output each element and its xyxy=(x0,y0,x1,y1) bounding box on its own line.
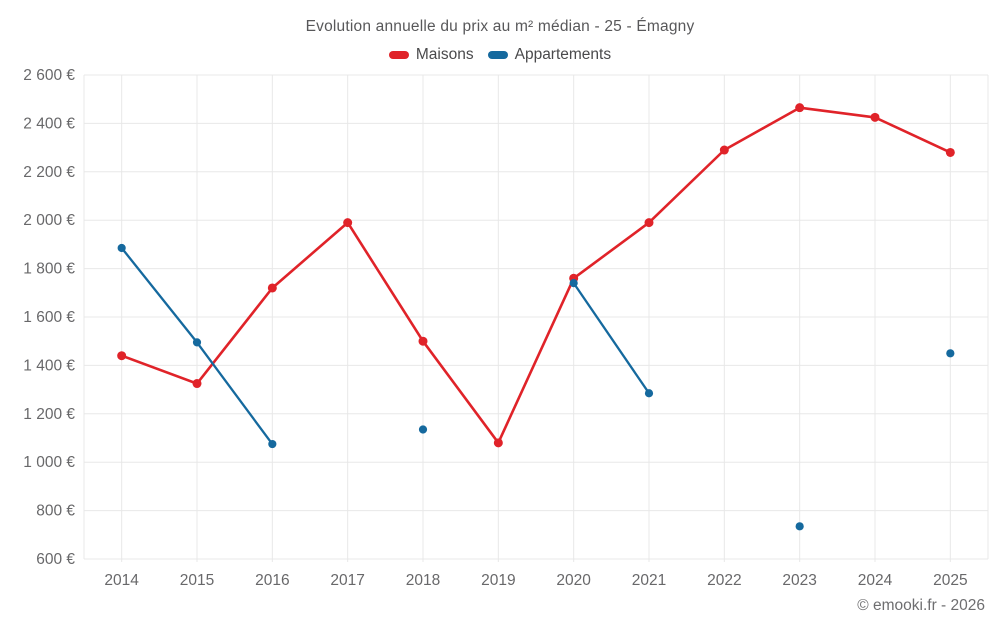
x-axis-tick-label: 2024 xyxy=(858,572,893,589)
data-point-maisons-2019 xyxy=(493,438,503,448)
x-axis-tick-label: 2016 xyxy=(255,572,289,589)
data-point-maisons-2018 xyxy=(418,336,428,346)
data-point-maisons-2015 xyxy=(192,379,202,389)
x-axis-tick-label: 2022 xyxy=(707,572,741,589)
y-axis-tick-label: 1 400 € xyxy=(23,357,75,374)
y-axis-tick-label: 1 000 € xyxy=(23,454,75,471)
y-axis-tick-label: 2 200 € xyxy=(23,164,75,181)
legend-label-maisons: Maisons xyxy=(415,46,474,63)
data-point-appartements-2023 xyxy=(795,522,804,531)
legend: Maisons Appartements xyxy=(0,46,1000,64)
data-point-maisons-2024 xyxy=(870,112,880,122)
y-axis-tick-label: 600 € xyxy=(36,551,75,568)
data-point-appartements-2025 xyxy=(946,349,955,358)
legend-item-appartements[interactable]: Appartements xyxy=(487,46,612,64)
data-point-maisons-2016 xyxy=(267,283,277,293)
data-point-appartements-2020 xyxy=(569,279,578,288)
series-line-maisons xyxy=(120,106,952,445)
data-point-appartements-2021 xyxy=(644,389,654,398)
x-axis-tick-label: 2023 xyxy=(782,572,816,589)
y-axis-tick-label: 2 400 € xyxy=(23,115,75,132)
x-axis-tick-label: 2015 xyxy=(180,572,214,589)
legend-label-appartements: Appartements xyxy=(514,46,612,63)
data-point-appartements-2018 xyxy=(418,425,428,434)
x-axis-tick-label: 2018 xyxy=(406,572,440,589)
x-axis-tick-label: 2017 xyxy=(330,572,364,589)
data-point-maisons-2025 xyxy=(945,147,955,157)
legend-item-maisons[interactable]: Maisons xyxy=(388,46,474,64)
y-axis-tick-label: 1 800 € xyxy=(23,261,75,278)
appartements-series-swatch-icon xyxy=(487,51,508,59)
y-axis-tick-label: 1 600 € xyxy=(23,309,75,326)
data-point-maisons-2014 xyxy=(117,351,127,361)
data-point-maisons-2017 xyxy=(343,218,353,228)
y-axis-tick-label: 2 000 € xyxy=(23,212,75,229)
x-axis-tick-label: 2020 xyxy=(556,572,591,589)
series-line-appartements xyxy=(122,248,951,444)
y-axis-tick-label: 1 200 € xyxy=(23,406,75,423)
x-axis-tick-label: 2021 xyxy=(632,572,666,589)
data-point-appartements-2016 xyxy=(268,439,277,449)
maisons-series-swatch-icon xyxy=(388,51,409,59)
x-axis-tick-label: 2014 xyxy=(104,572,139,589)
data-point-maisons-2022 xyxy=(719,145,729,155)
x-axis-tick-label: 2019 xyxy=(481,572,515,589)
x-axis-tick-label: 2025 xyxy=(933,572,967,589)
data-point-maisons-2023 xyxy=(795,103,805,113)
y-axis-tick-label: 2 600 € xyxy=(23,67,75,84)
copyright-credit: © emooki.fr - 2026 xyxy=(857,597,985,614)
data-point-appartements-2014 xyxy=(117,243,126,253)
data-point-maisons-2021 xyxy=(644,218,654,228)
data-point-appartements-2015 xyxy=(192,338,202,347)
y-axis-tick-label: 800 € xyxy=(36,503,75,520)
chart-title: Evolution annuelle du prix au m² médian … xyxy=(305,18,695,35)
